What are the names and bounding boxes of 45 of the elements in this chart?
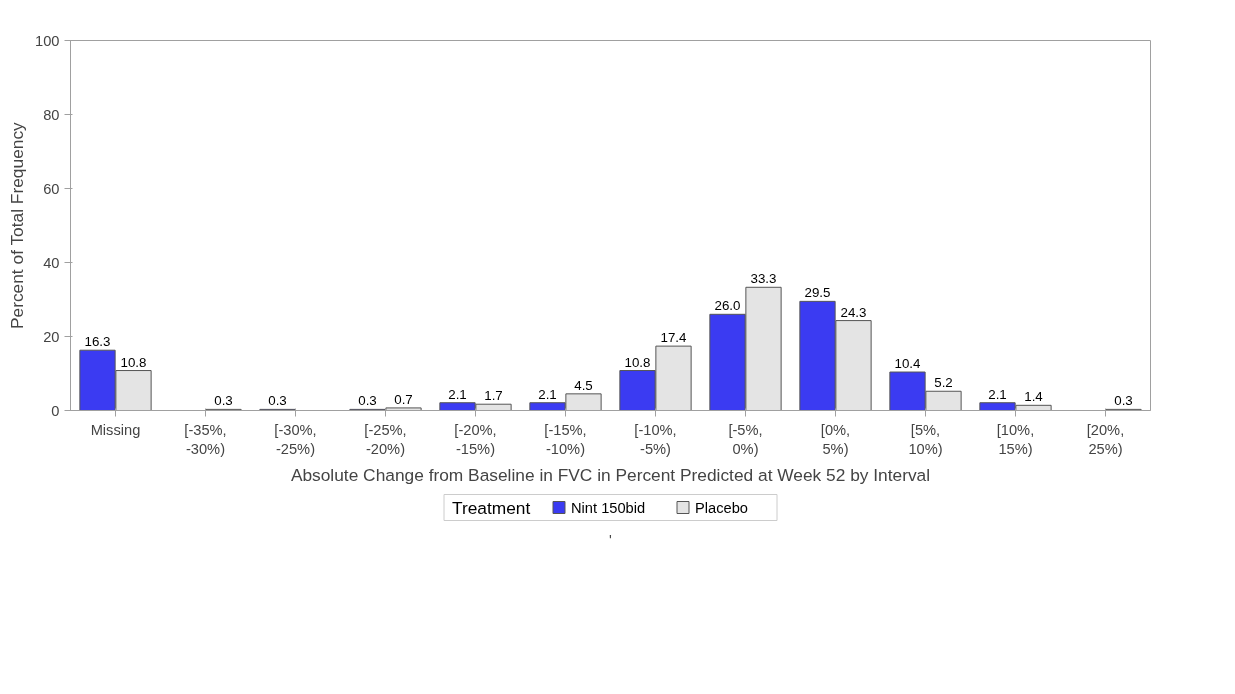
data-label: 29.5: [804, 285, 831, 301]
x-tick-label: [-35%, -30%): [184, 421, 227, 457]
x-tick-label: [-25%, -20%): [364, 421, 407, 457]
x-tick-label: [5%, 10%): [908, 421, 943, 457]
data-label: 0.3: [214, 393, 233, 409]
data-label: 2.1: [988, 386, 1007, 402]
data-label: 10.8: [120, 354, 147, 370]
x-tick-label: [-30%, -25%): [274, 421, 317, 457]
text: ': [609, 531, 613, 548]
data-label: 26.0: [714, 298, 741, 314]
data-label: 0.3: [358, 393, 377, 409]
data-label: 33.3: [750, 271, 777, 287]
data-label: 0.3: [268, 393, 287, 409]
x-tick-label: [-10%, -5%): [634, 421, 677, 457]
y-tick-label: 20: [43, 328, 60, 345]
data-label: 16.3: [84, 334, 111, 350]
x-axis-title: Absolute Change from Baseline in FVC in Percent Predicted at Week 52 by Interval: [290, 464, 931, 485]
y-tick-label: 0: [51, 402, 60, 419]
x-tick-label: [-15%, -10%): [544, 421, 587, 457]
legend-title: Treatment: [452, 497, 531, 518]
data-label: 1.7: [484, 388, 503, 404]
x-tick-label: [10%, 15%): [996, 421, 1035, 457]
data-label: 17.4: [660, 330, 688, 346]
data-label: 1.4: [1024, 389, 1044, 405]
y-tick-label: 40: [43, 254, 60, 271]
legend-label: Nint 150bid: [571, 499, 646, 516]
data-label: 0.7: [394, 391, 413, 407]
x-tick-label: Missing: [90, 421, 141, 438]
x-tick-label: [-20%, -15%): [454, 421, 497, 457]
data-label: 2.1: [448, 386, 467, 402]
data-label: 2.1: [538, 386, 557, 402]
data-label: 4.5: [574, 377, 593, 393]
x-tick-label: [-5%, 0%): [728, 421, 763, 457]
y-axis-title: Percent of Total Frequency: [7, 121, 28, 330]
x-tick-label: [20%, 25%): [1086, 421, 1125, 457]
data-label: 24.3: [840, 304, 867, 320]
legend-label: Placebo: [695, 499, 748, 516]
data-label: 10.8: [624, 354, 651, 370]
y-tick-label: 60: [43, 180, 60, 197]
x-tick-label: [0%, 5%): [820, 421, 851, 457]
data-label: 5.2: [934, 375, 953, 391]
y-tick-label: 100: [35, 32, 60, 49]
y-tick-label: 80: [43, 106, 60, 123]
data-label: 10.4: [894, 356, 922, 372]
data-label: 0.3: [1114, 393, 1133, 409]
